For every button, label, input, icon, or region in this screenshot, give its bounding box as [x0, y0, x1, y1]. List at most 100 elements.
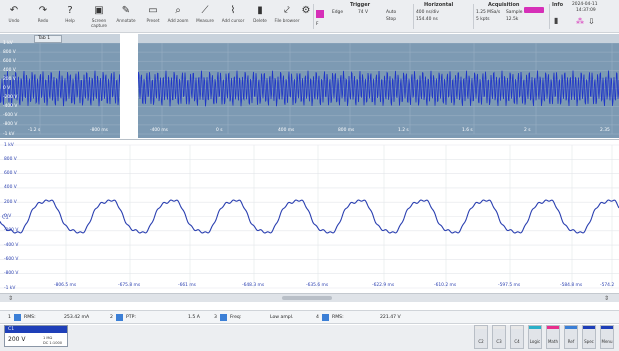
add-zoom-button[interactable]: ⌕ Add zoom: [166, 1, 190, 32]
channel-color-strip: [493, 326, 505, 329]
tab-1[interactable]: Tab 1: [34, 35, 62, 43]
channel-button-label: C4: [514, 339, 520, 344]
delete-button[interactable]: ▮ Delete: [249, 1, 271, 32]
scroll-right-icon[interactable]: ⇕: [604, 295, 610, 302]
add-cursor-button[interactable]: ⌇ Add cursor: [221, 1, 245, 32]
trigger-mode-auto: Auto: [386, 10, 397, 15]
horizontal-scrollbar[interactable]: ⇕ ⇕: [0, 293, 619, 302]
channel-button-label: Ref: [567, 339, 575, 344]
channel-color-strip: [475, 326, 487, 329]
channel-color-strip: [511, 326, 523, 329]
info-time: 14:37:09: [576, 8, 596, 13]
trigger-source: Edge: [332, 10, 344, 15]
file-browser-label: File browser: [274, 18, 300, 23]
zoom-x-tick: -610.2 ms: [434, 283, 457, 288]
overview-y-tick: 200 V: [3, 76, 16, 82]
channel-1-impedance: 1 MΩ: [43, 336, 53, 340]
redo-button[interactable]: ↷ Redo: [33, 1, 53, 32]
screenshot-button[interactable]: ▣ Screen capture: [86, 1, 112, 32]
redo-label: Redo: [37, 18, 49, 23]
overview-x-tick: 0 s: [216, 128, 223, 133]
overview-y-tick: -400 V: [3, 104, 18, 110]
measurement-4-value: 221.47 V: [380, 315, 401, 320]
channel-1-trace: [0, 199, 619, 234]
measurement-1-name[interactable]: RMS:: [24, 315, 36, 320]
channel-1-offset-marker[interactable]: C1: [2, 215, 9, 221]
overview-x-tick: 2 s: [524, 128, 531, 133]
zoom-x-tick: -648.3 ms: [242, 283, 265, 288]
measurement-1-number: 1: [8, 315, 11, 320]
overview-plot[interactable]: Tab 1 1 kV 800 V 600 V 400 V 200 V 0 V -200 V -…: [0, 34, 619, 138]
measurement-2-name[interactable]: PTP:: [126, 315, 136, 320]
channel-color-strip: [583, 326, 595, 329]
measurement-3-name[interactable]: Freq:: [230, 315, 242, 320]
preset-label: Preset: [146, 18, 160, 23]
channel-color-strip: [601, 326, 613, 329]
channel-button-c4[interactable]: C4: [510, 325, 524, 349]
toolbar-separator: [313, 4, 314, 29]
undo-button[interactable]: ↶ Undo: [4, 1, 24, 32]
acquisition-count: 12.5k: [506, 17, 519, 22]
channel-button-ref[interactable]: Ref: [564, 325, 578, 349]
acquisition-run-indicator[interactable]: [524, 7, 544, 13]
trigger-panel[interactable]: Trigger Edge 74 V Auto Stop F: [314, 1, 412, 32]
zoom-window[interactable]: [120, 34, 138, 138]
overview-x-tick: 400 ms: [278, 128, 295, 133]
zoom-x-tick: -661 ms: [178, 283, 196, 288]
toolbar: ↶ Undo ↷ Redo ? Help ▣ Screen capture ✎ Annot…: [0, 0, 619, 33]
zoom-y-tick: 400 V: [4, 185, 17, 191]
zoom-x-tick: -675.8 ms: [118, 283, 141, 288]
measurement-3-number: 3: [214, 315, 217, 320]
overview-y-tick: -800 V: [3, 122, 18, 128]
zoom-x-tick: -584.8 ms: [560, 283, 583, 288]
help-icon: ?: [67, 5, 73, 16]
channel-1-badge[interactable]: C1 200 V 1 MΩ DC 1:1000: [4, 325, 68, 347]
measurement-3-value: Low ampl.: [270, 315, 294, 320]
undo-label: Undo: [8, 18, 20, 23]
measure-icon: ⟋: [201, 5, 209, 16]
overview-y-tick: 800 V: [3, 49, 16, 55]
overview-y-tick: 0 V: [3, 86, 11, 91]
help-button[interactable]: ? Help: [60, 1, 80, 32]
channel-button-math[interactable]: Math: [546, 325, 560, 349]
overview-y-tick: 600 V: [3, 58, 16, 64]
overview-x-tick: 1.6 s: [462, 128, 473, 133]
horizontal-panel[interactable]: Horizontal 400 ns/div 154.40 ns: [414, 1, 474, 32]
measure-button[interactable]: ⟋ Measure: [192, 1, 218, 32]
delete-label: Delete: [253, 18, 267, 23]
channel-button-label: Menu: [601, 339, 613, 344]
toolbar-separator: [473, 4, 474, 29]
channel-button-c3[interactable]: C3: [492, 325, 506, 349]
scroll-thumb[interactable]: [282, 296, 332, 300]
channel-1-scale: 200 V: [8, 336, 26, 343]
channel-button-c2[interactable]: C2: [474, 325, 488, 349]
overview-y-tick: -200 V: [3, 95, 18, 101]
trigger-level: 74 V: [358, 10, 368, 15]
overview-x-tick: 2.35: [600, 128, 610, 133]
file-icon: ⤦: [284, 5, 290, 16]
trigger-slope: F: [316, 22, 319, 27]
save-icon[interactable]: ▮: [554, 16, 559, 25]
tab-bar: Tab 1: [0, 34, 619, 43]
file-browser-button[interactable]: ⤦ File browser: [274, 1, 300, 32]
zoom-plot[interactable]: C1 1 kV 800 V 600 V 400 V 200 V 0 V -200 V -400…: [0, 139, 619, 292]
toolbar-separator: [549, 4, 550, 29]
settings-button[interactable]: ⚙: [300, 1, 312, 32]
preset-button[interactable]: ▭ Preset: [142, 1, 164, 32]
scroll-left-icon[interactable]: ⇕: [8, 295, 14, 302]
measurement-4-number: 4: [316, 315, 319, 320]
measurement-4-name[interactable]: RMS:: [332, 315, 344, 320]
channel-button-label: C2: [478, 339, 484, 344]
channel-1-name: C1: [5, 326, 67, 333]
channel-button-spec[interactable]: Spec: [582, 325, 596, 349]
zoom-x-tick: -597.5 ms: [498, 283, 521, 288]
channel-button-menu[interactable]: Menu: [600, 325, 614, 349]
measurement-1-chip: [14, 314, 21, 321]
info-panel[interactable]: Info ▮ 2024-04-11 14:37:09 ⁂ ⇩: [550, 1, 618, 32]
screenshot-icon: ▣: [94, 5, 104, 16]
measurement-1-value: 253.42 mA: [64, 315, 90, 320]
annotate-button[interactable]: ✎ Annotate: [113, 1, 139, 32]
acquisition-panel[interactable]: Acquisition 1.25 MSa/s 5 kpts Sample 12.…: [474, 1, 548, 32]
channel-button-logic[interactable]: Logic: [528, 325, 542, 349]
acquisition-rate: 1.25 MSa/s: [476, 10, 501, 15]
